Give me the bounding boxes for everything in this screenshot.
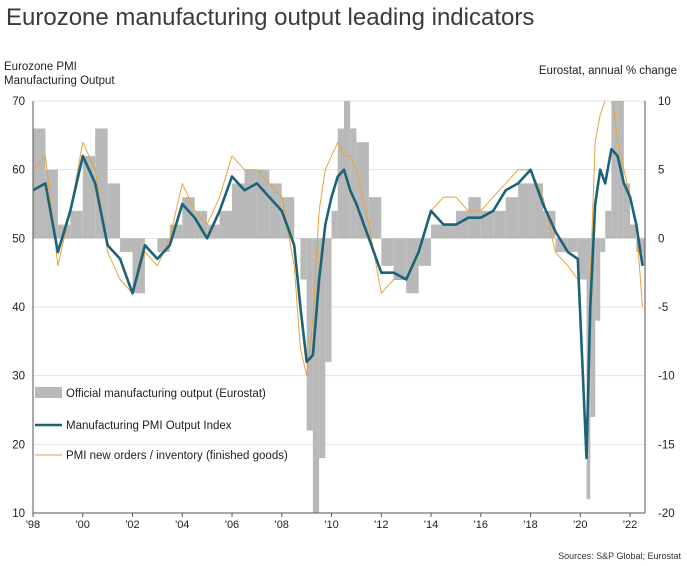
x-tick-label: '04 [175, 519, 189, 531]
bar-output [623, 183, 631, 239]
bar-output [244, 169, 257, 239]
x-tick-label: '08 [275, 519, 289, 531]
bar-output [480, 210, 494, 239]
bar-output [300, 238, 307, 280]
bar-output [630, 224, 637, 239]
bar-output [505, 197, 519, 239]
legend-label: Official manufacturing output (Eurostat) [66, 388, 266, 400]
bar-output [45, 169, 58, 239]
bar-output [381, 238, 394, 266]
x-tick-label: '06 [225, 519, 239, 531]
bar-output [256, 169, 270, 239]
bar-output [319, 238, 326, 459]
bar-output [443, 224, 456, 239]
bar-output [600, 238, 606, 253]
plot-area [33, 101, 645, 513]
legend-swatch-bars [35, 387, 62, 398]
left-axis-title-line1: Eurozone PMI [4, 61, 77, 73]
bar-output [431, 224, 444, 239]
bar-output [595, 238, 601, 321]
x-tick-label: '12 [374, 519, 388, 531]
chart-title: Eurozone manufacturing output leading in… [6, 4, 535, 31]
bar-output [70, 210, 83, 239]
left-tick-label: 20 [12, 439, 25, 451]
bar-output [493, 210, 506, 239]
bar-output [611, 101, 618, 239]
x-tick-label: '14 [424, 519, 438, 531]
bar-output [120, 238, 133, 253]
left-tick-label: 30 [12, 371, 25, 383]
bar-output [455, 210, 469, 239]
legend-label: Manufacturing PMI Output Index [66, 420, 232, 432]
bar-output [312, 238, 320, 513]
bar-output [325, 238, 332, 362]
legend-label: PMI new orders / inventory (finished goo… [66, 450, 288, 462]
x-tick-label: '18 [523, 519, 537, 531]
left-tick-label: 50 [12, 233, 25, 245]
left-tick-label: 70 [12, 96, 25, 108]
bar-output [269, 183, 282, 239]
bar-output [350, 128, 357, 239]
left-tick-label: 60 [12, 165, 25, 177]
right-tick-label: -20 [658, 508, 675, 520]
bar-output [207, 224, 220, 239]
x-tick-label: '00 [76, 519, 90, 531]
bar-output [337, 128, 344, 239]
bar-output [232, 183, 245, 239]
x-tick-label: '98 [26, 519, 40, 531]
source-note: Sources: S&P Global; Eurostat [558, 551, 681, 561]
bar-output [33, 128, 46, 239]
bar-output [95, 128, 108, 239]
x-tick-label: '02 [125, 519, 139, 531]
right-tick-label: 10 [658, 96, 671, 108]
left-tick-label: 40 [12, 302, 25, 314]
bar-output [577, 238, 587, 280]
right-tick-label: 5 [658, 165, 664, 177]
bar-output [590, 238, 596, 417]
right-tick-label: -10 [658, 371, 675, 383]
left-tick-label: 10 [12, 508, 25, 520]
bar-output [157, 238, 170, 253]
series-line-pmi [33, 147, 644, 460]
right-tick-label: -5 [658, 302, 668, 314]
bar-output [281, 197, 295, 239]
bar-output [642, 238, 645, 266]
right-axis-title: Eurostat, annual % change [538, 65, 677, 77]
x-tick-label: '16 [474, 519, 488, 531]
bar-output [393, 238, 407, 280]
bar-output [343, 101, 351, 239]
bar-output [518, 183, 531, 239]
bar-output [605, 210, 612, 239]
bar-output [182, 197, 195, 239]
x-tick-label: '20 [573, 519, 587, 531]
bar-output [107, 183, 121, 239]
bar-output [530, 183, 543, 239]
bar-output [567, 238, 578, 253]
bar-output [306, 238, 313, 431]
left-axis-title-line2: Manufacturing Output [4, 75, 115, 87]
bar-output [331, 210, 338, 239]
bar-output [368, 197, 382, 239]
bar-output [219, 210, 233, 239]
right-tick-label: 0 [658, 233, 664, 245]
x-tick-label: '22 [623, 519, 637, 531]
x-tick-label: '10 [324, 519, 338, 531]
right-tick-label: -15 [658, 439, 675, 451]
